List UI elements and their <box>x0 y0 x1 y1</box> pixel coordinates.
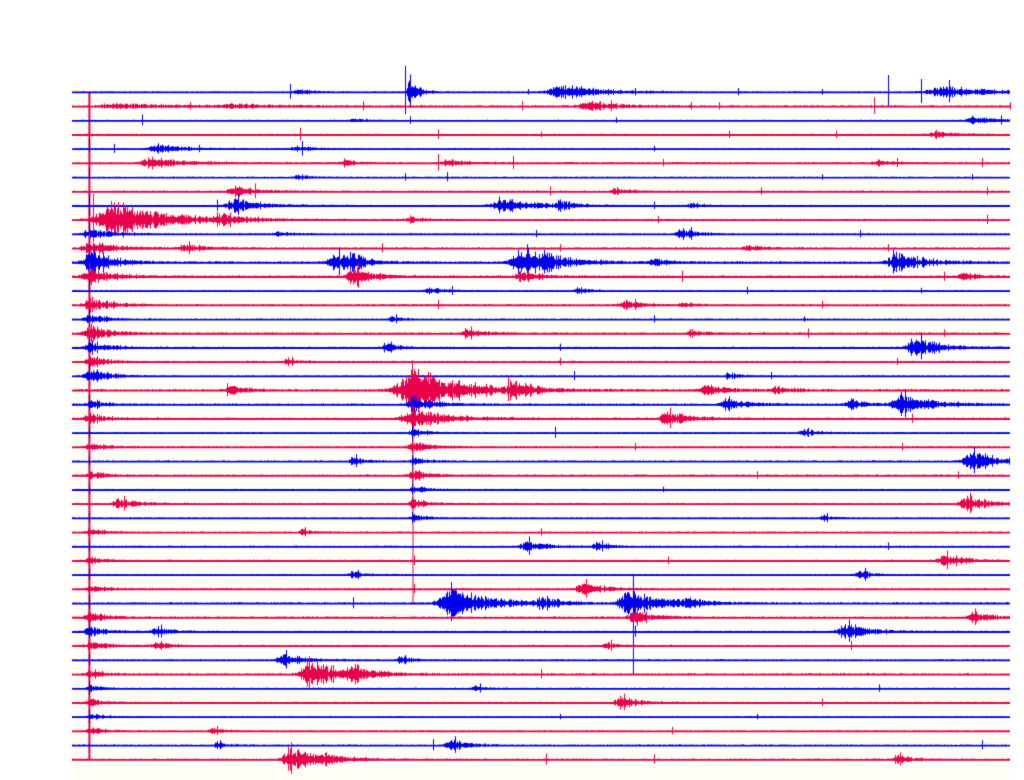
helicorder-page: HA Kallithea 2011-08-04 Applied filter: … <box>0 0 1024 780</box>
seismogram-plot <box>0 0 1024 780</box>
